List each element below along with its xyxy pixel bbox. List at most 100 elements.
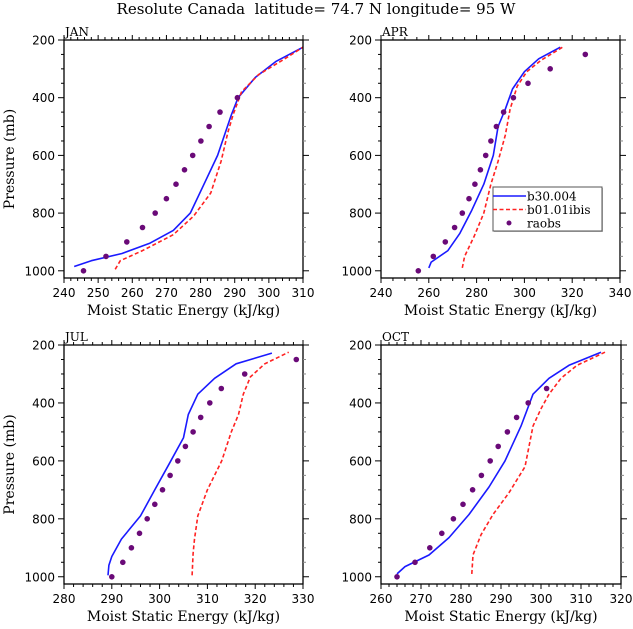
raobs-point bbox=[293, 356, 300, 363]
raobs-point bbox=[197, 414, 204, 421]
y-tick-label: 400 bbox=[32, 396, 55, 410]
figure-title: Resolute Canada latitude= 74.7 N longitu… bbox=[117, 0, 517, 18]
raobs-point bbox=[427, 545, 433, 551]
x-tick-label: 270 bbox=[410, 592, 433, 606]
y-tick-label: 800 bbox=[32, 207, 55, 221]
y-tick-label: 800 bbox=[349, 207, 372, 221]
legend-label: b30.004 bbox=[527, 190, 577, 204]
y-tick-label: 1000 bbox=[24, 570, 55, 584]
legend-marker-raobs bbox=[506, 220, 512, 226]
raobs-point bbox=[487, 458, 494, 464]
x-axis-title: Moist Static Energy (kJ/kg) bbox=[87, 609, 280, 625]
x-tick-label: 310 bbox=[196, 592, 219, 606]
panel-apr: APR 240 260 280 300 320 340 200 400 600 800 1000 Moi… bbox=[341, 25, 631, 319]
x-tick-label: 320 bbox=[244, 592, 267, 606]
x-tick-label: 330 bbox=[292, 592, 315, 606]
raobs-point bbox=[482, 152, 489, 159]
raobs-point bbox=[152, 210, 158, 216]
raobs-point bbox=[500, 109, 507, 115]
series-line-b01-01ibis bbox=[471, 351, 606, 574]
panel-label: APR bbox=[381, 25, 409, 39]
plot-frame bbox=[63, 344, 304, 585]
raobs-point bbox=[525, 400, 531, 406]
raobs-point bbox=[513, 414, 520, 421]
panel-jul: JUL 280 290 300 310 320 330 200 400 600 800 1000 Moi… bbox=[2, 330, 314, 625]
raobs-point bbox=[488, 138, 494, 144]
series-line-b30-004 bbox=[396, 351, 602, 575]
raobs-point bbox=[547, 66, 553, 72]
x-tick-label: 260 bbox=[121, 286, 144, 300]
raobs-point bbox=[525, 80, 531, 87]
legend-label: b01.01ibis bbox=[527, 203, 591, 217]
plot-frame bbox=[63, 39, 304, 279]
raobs-point bbox=[207, 400, 213, 406]
x-tick-label: 270 bbox=[155, 286, 178, 300]
panel-label: OCT bbox=[382, 330, 409, 344]
raobs-point bbox=[136, 530, 143, 537]
x-tick-label: 300 bbox=[530, 592, 553, 606]
series-line-b30-004 bbox=[107, 352, 273, 576]
y-tick-label: 400 bbox=[349, 396, 372, 410]
y-axis-title: Pressure (mb) bbox=[2, 109, 18, 209]
raobs-point bbox=[460, 501, 466, 508]
y-tick-label: 200 bbox=[349, 34, 372, 48]
panel-label: JUL bbox=[63, 330, 88, 344]
raobs-point bbox=[543, 385, 550, 392]
x-tick-label: 320 bbox=[561, 286, 584, 300]
y-tick-label: 600 bbox=[32, 149, 55, 163]
raobs-point bbox=[139, 224, 146, 231]
x-tick-label: 290 bbox=[100, 592, 123, 606]
x-tick-label: 280 bbox=[53, 592, 76, 606]
raobs-point bbox=[472, 181, 478, 187]
x-tick-label: 310 bbox=[570, 592, 593, 606]
raobs-point bbox=[189, 152, 196, 159]
y-tick-label: 600 bbox=[349, 149, 372, 163]
raobs-point bbox=[466, 195, 472, 202]
raobs-point bbox=[190, 429, 196, 435]
raobs-point bbox=[477, 167, 484, 173]
raobs-point bbox=[450, 516, 457, 522]
raobs-point bbox=[241, 371, 248, 377]
y-tick-label: 200 bbox=[32, 339, 55, 353]
x-axis-title: Moist Static Energy (kJ/kg) bbox=[87, 303, 280, 319]
raobs-point bbox=[173, 181, 179, 187]
x-tick-label: 250 bbox=[87, 286, 110, 300]
raobs-point bbox=[439, 530, 445, 537]
raobs-point bbox=[206, 123, 212, 130]
y-tick-label: 1000 bbox=[341, 264, 372, 278]
plot-frame bbox=[380, 39, 621, 279]
raobs-point bbox=[493, 123, 500, 130]
y-axis-title: Pressure (mb) bbox=[2, 414, 18, 514]
raobs-point bbox=[442, 239, 449, 245]
panel-label: JAN bbox=[63, 25, 89, 39]
x-tick-label: 280 bbox=[189, 286, 212, 300]
raobs-point bbox=[582, 51, 589, 58]
raobs-point bbox=[478, 472, 485, 479]
raobs-point bbox=[103, 253, 109, 260]
panel-jan: JAN 240 250 260 270 280 290 300 310 200 400 600 800 1… bbox=[2, 25, 314, 319]
raobs-point bbox=[144, 516, 150, 522]
legend-label: raobs bbox=[527, 217, 561, 231]
x-tick-label: 310 bbox=[292, 286, 315, 300]
x-tick-label: 300 bbox=[513, 286, 536, 300]
x-tick-label: 300 bbox=[257, 286, 280, 300]
x-axis-title: Moist Static Energy (kJ/kg) bbox=[404, 303, 597, 319]
raobs-point bbox=[412, 559, 418, 566]
raobs-point bbox=[451, 224, 458, 231]
x-axis-title: Moist Static Energy (kJ/kg) bbox=[404, 609, 597, 625]
x-tick-label: 280 bbox=[450, 592, 473, 606]
raobs-point bbox=[430, 253, 437, 260]
x-tick-label: 240 bbox=[370, 286, 393, 300]
raobs-point bbox=[159, 487, 166, 493]
series-line-b01-01ibis bbox=[461, 46, 564, 269]
series-line-b30-004 bbox=[73, 46, 303, 268]
raobs-point bbox=[182, 443, 189, 450]
raobs-point bbox=[120, 559, 126, 566]
raobs-point bbox=[128, 545, 135, 551]
y-tick-label: 400 bbox=[349, 91, 372, 105]
plot-frame bbox=[380, 344, 622, 585]
raobs-point bbox=[175, 458, 181, 464]
panel-oct: OCT 260 270 280 290 300 310 320 200 400 600 800 1000… bbox=[341, 330, 632, 625]
x-tick-label: 290 bbox=[223, 286, 246, 300]
